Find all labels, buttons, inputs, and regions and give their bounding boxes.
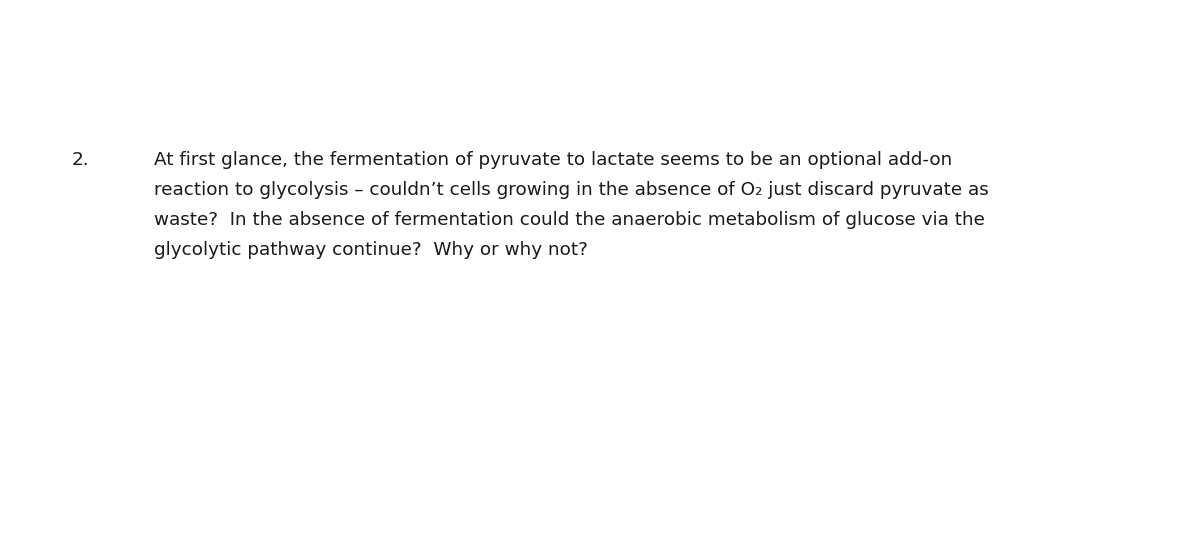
Text: reaction to glycolysis – couldn’t cells growing in the absence of O₂ just discar: reaction to glycolysis – couldn’t cells … (154, 181, 989, 199)
Text: waste?  In the absence of fermentation could the anaerobic metabolism of glucose: waste? In the absence of fermentation co… (154, 211, 984, 229)
Text: At first glance, the fermentation of pyruvate to lactate seems to be an optional: At first glance, the fermentation of pyr… (154, 151, 952, 169)
Text: 2.: 2. (72, 151, 90, 169)
Text: glycolytic pathway continue?  Why or why not?: glycolytic pathway continue? Why or why … (154, 241, 588, 259)
